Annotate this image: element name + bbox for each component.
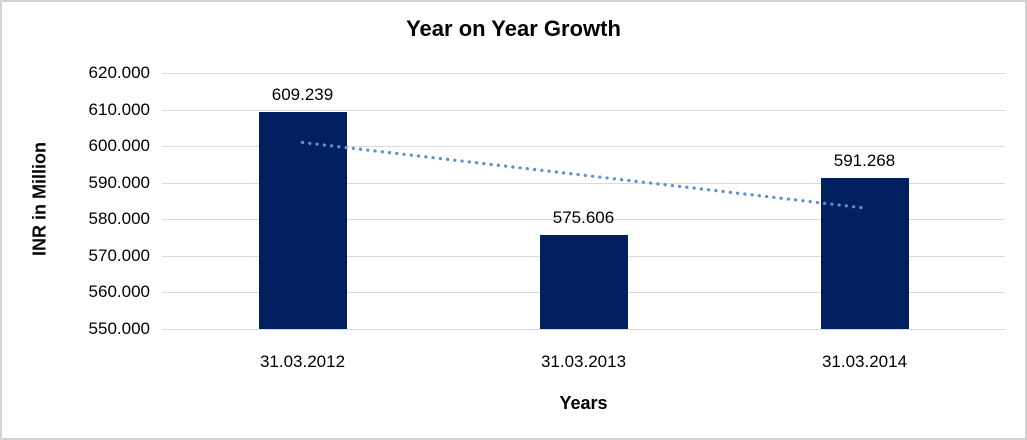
gridline bbox=[162, 219, 1005, 221]
x-axis-tick-label: 31.03.2013 bbox=[540, 352, 627, 371]
x-axis-tick-label: 31.03.2012 bbox=[259, 352, 346, 371]
y-axis-tick-label: 580.000 bbox=[88, 209, 150, 229]
x-axis-title: Years bbox=[559, 393, 608, 413]
bar-31.03.2013 bbox=[539, 235, 628, 329]
y-axis-tick-label: 570.000 bbox=[88, 245, 150, 265]
gridline bbox=[162, 73, 1005, 74]
y-axis-tick-label: 610.000 bbox=[88, 99, 150, 119]
y-axis-tick-label: 620.000 bbox=[88, 63, 150, 82]
y-axis-tick-label: 560.000 bbox=[88, 282, 150, 302]
trendline-dotted bbox=[300, 140, 867, 210]
gridline bbox=[162, 109, 1005, 111]
y-axis-tick-label: 590.000 bbox=[88, 172, 150, 192]
x-axis-tick-label: 31.03.2014 bbox=[821, 352, 908, 371]
bar-value-label: 609.239 bbox=[271, 85, 334, 105]
bar-31.03.2012 bbox=[258, 112, 347, 329]
gridline bbox=[162, 329, 1005, 330]
y-axis-title: INR in Million bbox=[29, 142, 50, 256]
y-axis-tick-label: 550.000 bbox=[88, 319, 150, 338]
bar-value-label: 591.268 bbox=[833, 151, 896, 171]
chart-title: Year on Year Growth bbox=[406, 16, 621, 41]
bar-31.03.2014 bbox=[820, 178, 909, 329]
bar-value-label: 575.606 bbox=[552, 208, 615, 228]
y-axis-tick-label: 600.000 bbox=[88, 136, 150, 156]
